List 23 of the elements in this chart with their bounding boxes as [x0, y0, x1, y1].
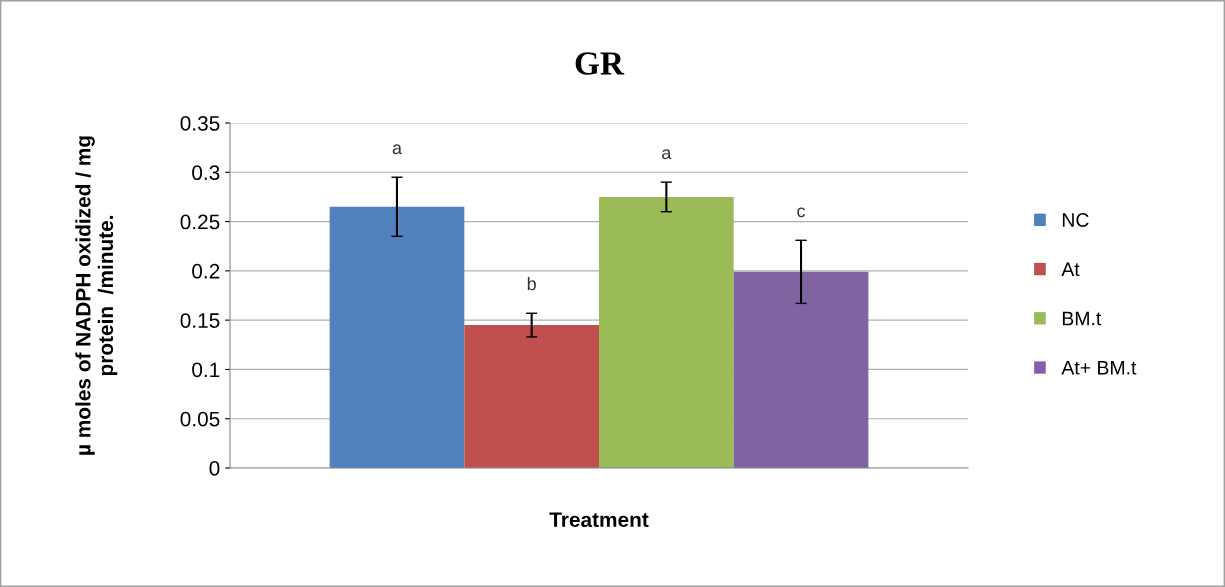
legend-label: At	[1061, 262, 1080, 277]
y-axis-title: µ moles of NADPH oxidized / mg protein /minute.	[75, 136, 118, 455]
y-tick-label: 0.25	[180, 214, 220, 230]
annotation: c	[797, 207, 806, 218]
legend-label: NC	[1062, 213, 1089, 227]
y-tick-label: 0	[209, 461, 220, 476]
bar	[733, 271, 869, 468]
chart-title: GR	[575, 52, 625, 75]
y-tick-label: 0.1	[192, 362, 220, 378]
annotation: b	[527, 276, 536, 291]
annotation: a	[392, 144, 402, 155]
bar	[464, 325, 599, 468]
y-tick-label: 0.35	[180, 116, 220, 131]
y-tick-label: 0.05	[180, 411, 220, 427]
bar	[599, 196, 734, 468]
annotation: a	[662, 149, 672, 160]
legend-label: BM.t	[1062, 311, 1102, 326]
y-tick-label: 0.2	[192, 263, 220, 279]
x-axis-title: Treatment	[549, 512, 649, 528]
y-tick-label: 0.15	[180, 313, 220, 328]
legend-label: At+ BM.t	[1061, 361, 1137, 375]
bar	[329, 206, 465, 468]
y-tick-label: 0.3	[192, 165, 220, 181]
